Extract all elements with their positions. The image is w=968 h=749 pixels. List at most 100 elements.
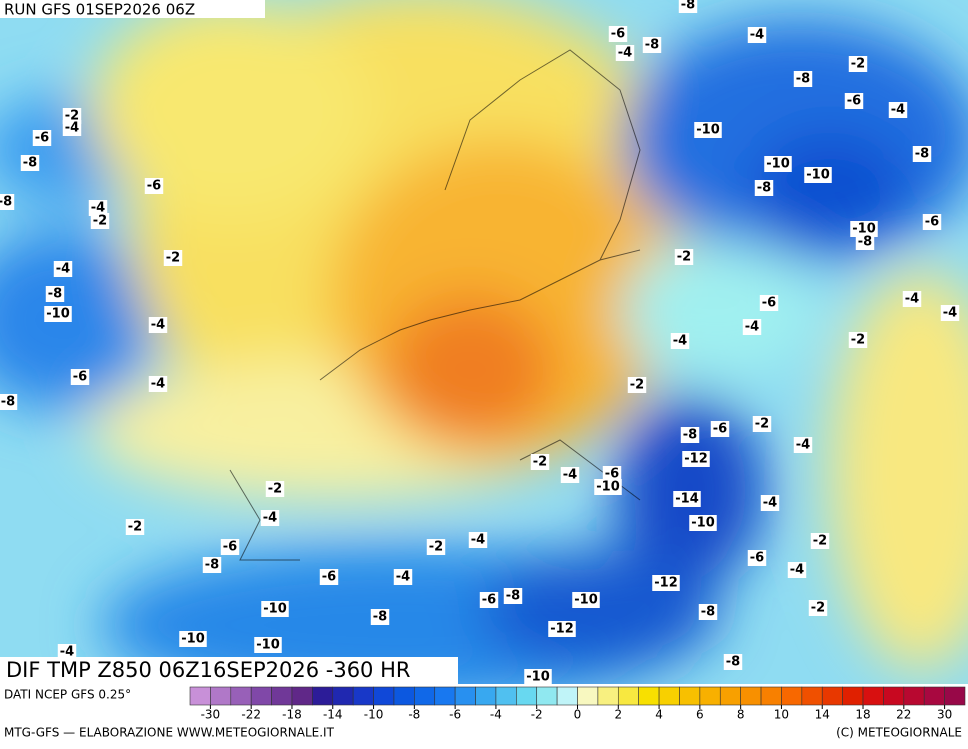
- colorbar-swatch: [210, 686, 232, 706]
- contour-label-box: [844, 93, 864, 109]
- contour-label-box: [20, 155, 40, 171]
- contour-label-box: [615, 45, 635, 61]
- contour-label-text: -2: [128, 520, 142, 535]
- colorbar-tick-label: -8: [408, 708, 420, 722]
- contour-label-box: [912, 146, 932, 162]
- colorbar-tick-label: 0: [574, 708, 582, 722]
- contour-label-text: -4: [563, 468, 577, 483]
- contour-label-box: [144, 178, 164, 194]
- contour-label-text: -2: [268, 482, 282, 497]
- contour-label-text: -4: [796, 438, 810, 453]
- contour-label: -2: [627, 377, 647, 393]
- colorbar-swatch: [250, 686, 272, 706]
- contour-label: -8: [0, 394, 18, 410]
- colorbar-swatch: [679, 686, 701, 706]
- contour-label-box: [888, 102, 908, 118]
- contour-label-box: [710, 421, 730, 437]
- contour-label-text: -12: [684, 452, 708, 467]
- contour-label: -6: [710, 421, 730, 437]
- contour-label: -6: [220, 539, 240, 555]
- run-box: [0, 0, 265, 18]
- colorbar-swatch: [842, 686, 864, 706]
- contour-label-box: [479, 592, 499, 608]
- contour-label-text: -4: [745, 320, 759, 335]
- contour-label-box: [202, 557, 222, 573]
- colorbar-swatch: [781, 686, 803, 706]
- contour-label-box: [57, 644, 77, 660]
- cold-core: [615, 395, 765, 585]
- contour-label-text: -6: [605, 467, 619, 482]
- contour-label-text: -2: [533, 455, 547, 470]
- contour-label: -2: [674, 249, 694, 265]
- colorbar-swatch: [862, 686, 884, 706]
- contour-label: -8: [202, 557, 222, 573]
- contour-label-text: -2: [630, 378, 644, 393]
- contour-label: -6: [844, 93, 864, 109]
- colorbar-tick-label: 6: [696, 708, 704, 722]
- contour-label-box: [265, 481, 285, 497]
- contour-labels: -8-6-8-4-4-2-8-6-4-2-4-6-10-8-8-10-10-6-…: [0, 0, 960, 685]
- contour-label: -10: [261, 601, 289, 617]
- colorbar-swatch: [577, 686, 599, 706]
- contour-label-text: -6: [73, 370, 87, 385]
- contour-label-text: -8: [681, 0, 695, 13]
- contour-label-box: [674, 249, 694, 265]
- credit-label: MTG-GFS — ELABORAZIONE WWW.METEOGIORNALE…: [4, 726, 335, 740]
- colorbar-swatch: [536, 686, 558, 706]
- contour-label: -4: [760, 495, 780, 511]
- contour-label-box: [642, 37, 662, 53]
- contour-label-box: [572, 592, 600, 608]
- contour-label-text: -4: [891, 103, 905, 118]
- colorbar-swatch: [475, 686, 497, 706]
- contour-label-text: -8: [915, 147, 929, 162]
- contour-label-box: [90, 213, 110, 229]
- contour-label-text: -10: [263, 602, 287, 617]
- copyright-label: (C) METEOGIORNALE: [836, 726, 962, 740]
- colorbar-tick-label: 4: [655, 708, 663, 722]
- colorbar-tick-label: -14: [323, 708, 343, 722]
- colorbar-swatch: [923, 686, 945, 706]
- contour-label: -2: [848, 56, 868, 72]
- contour-label-box: [694, 122, 722, 138]
- contour-label-text: -4: [790, 563, 804, 578]
- contour-label: -6: [602, 466, 622, 482]
- contour-label: -4: [793, 437, 813, 453]
- contour-label-box: [848, 56, 868, 72]
- contour-label-text: -8: [205, 558, 219, 573]
- contour-label-text: -6: [611, 27, 625, 42]
- contour-label: -10: [179, 631, 207, 647]
- contour-label-text: -12: [550, 622, 574, 637]
- contour-label-text: -14: [675, 492, 699, 507]
- colorbar-tick-label: -18: [282, 708, 302, 722]
- contour-label: -4: [888, 102, 908, 118]
- contour-label: -2: [163, 250, 183, 266]
- map-field: [0, 0, 968, 684]
- contour-label-box: [88, 200, 108, 216]
- contour-label: -8: [793, 71, 813, 87]
- contour-label-box: [148, 317, 168, 333]
- contour-label-text: -8: [506, 589, 520, 604]
- contour-label-text: -2: [851, 333, 865, 348]
- colorbar-tick-label: -2: [531, 708, 543, 722]
- contour-label: -4: [787, 562, 807, 578]
- colorbar-swatch: [617, 686, 639, 706]
- contour-label: -4: [148, 376, 168, 392]
- colorbar-swatch: [516, 686, 538, 706]
- colorbar-swatch: [332, 686, 354, 706]
- colorbar-swatch: [271, 686, 293, 706]
- contour-label: -4: [53, 261, 73, 277]
- contour-label: -6: [747, 550, 767, 566]
- contour-label-text: -6: [322, 570, 336, 585]
- contour-label-text: -4: [91, 201, 105, 216]
- contour-label-text: -2: [813, 534, 827, 549]
- colorbar-swatch: [658, 686, 680, 706]
- contour-label-box: [808, 600, 828, 616]
- colorbar-tick-label: -6: [449, 708, 461, 722]
- contour-label: -10: [689, 515, 717, 531]
- contour-label: -8: [642, 37, 662, 53]
- colorbar-swatch: [495, 686, 517, 706]
- contour-label-box: [254, 637, 282, 653]
- contour-label-text: -4: [56, 262, 70, 277]
- contour-label: -8: [698, 604, 718, 620]
- contour-label: -10: [44, 306, 72, 322]
